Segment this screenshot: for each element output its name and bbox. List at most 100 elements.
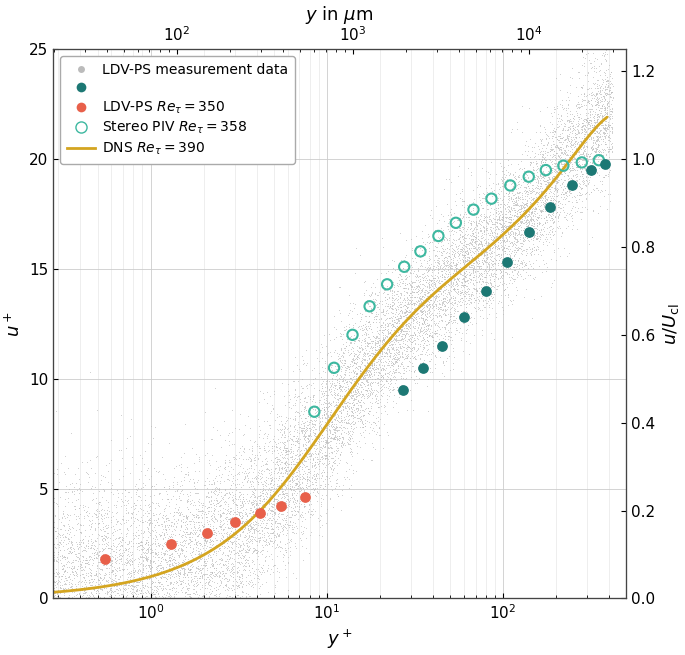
Point — [386, 356, 397, 367]
Point — [543, 192, 553, 202]
Point — [458, 210, 469, 221]
Point — [223, 503, 234, 514]
Point — [310, 483, 321, 493]
Point — [460, 236, 471, 246]
Point — [46, 567, 57, 577]
Point — [575, 184, 586, 195]
Point — [106, 576, 117, 586]
Point — [369, 374, 380, 384]
Point — [586, 57, 597, 67]
Point — [563, 248, 574, 258]
Point — [345, 439, 356, 449]
Point — [99, 534, 110, 545]
Point — [512, 236, 523, 246]
Point — [483, 260, 494, 271]
Point — [507, 216, 518, 227]
Point — [153, 618, 164, 628]
Point — [248, 487, 259, 498]
Point — [201, 512, 212, 523]
Point — [423, 265, 434, 276]
Point — [182, 462, 193, 472]
Point — [421, 265, 432, 276]
Point — [391, 301, 402, 311]
Point — [546, 107, 557, 118]
Point — [62, 603, 73, 614]
Point — [556, 166, 566, 177]
Point — [239, 518, 250, 529]
Point — [500, 206, 511, 216]
Point — [256, 461, 266, 472]
Point — [158, 603, 169, 614]
Point — [401, 326, 412, 336]
Point — [456, 254, 467, 265]
Point — [348, 343, 359, 353]
Point — [512, 224, 523, 234]
Point — [423, 290, 434, 301]
Point — [415, 283, 426, 293]
Point — [482, 239, 493, 250]
Point — [173, 575, 184, 586]
Point — [427, 326, 438, 337]
Point — [324, 328, 335, 339]
Point — [136, 614, 147, 625]
Point — [275, 498, 286, 508]
Point — [556, 102, 567, 113]
Point — [464, 212, 475, 223]
Point — [213, 598, 224, 608]
Point — [456, 280, 467, 290]
Point — [273, 464, 284, 474]
Point — [246, 531, 257, 542]
Point — [388, 331, 399, 342]
Point — [478, 203, 489, 214]
Point — [153, 519, 164, 530]
Point — [487, 251, 498, 261]
Point — [181, 527, 192, 538]
Point — [388, 359, 399, 369]
Point — [519, 223, 530, 234]
Point — [253, 559, 264, 570]
Point — [340, 398, 351, 408]
Point — [458, 223, 469, 234]
Point — [106, 610, 117, 620]
Point — [484, 248, 495, 258]
Point — [377, 320, 388, 330]
Point — [58, 540, 68, 551]
Point — [577, 169, 588, 179]
Point — [545, 145, 556, 156]
Point — [199, 561, 210, 572]
Point — [346, 410, 357, 421]
Point — [378, 337, 389, 348]
Point — [127, 507, 138, 517]
Point — [499, 267, 510, 277]
Point — [63, 556, 74, 567]
Point — [237, 544, 248, 555]
Point — [226, 495, 237, 506]
Point — [181, 513, 192, 523]
Point — [546, 215, 557, 225]
Point — [122, 544, 133, 555]
Point — [459, 253, 470, 263]
Point — [95, 478, 105, 489]
Point — [606, 87, 616, 98]
Point — [515, 163, 526, 174]
Point — [427, 244, 438, 255]
Point — [447, 240, 458, 250]
Point — [350, 348, 361, 359]
Point — [127, 509, 138, 519]
Point — [58, 624, 69, 634]
Point — [220, 596, 231, 607]
Point — [499, 174, 510, 185]
Point — [457, 293, 468, 303]
Point — [279, 464, 290, 475]
Point — [75, 509, 86, 519]
Point — [85, 536, 96, 546]
Point — [462, 269, 473, 279]
Point — [562, 221, 573, 231]
Point — [287, 475, 298, 485]
Point — [382, 301, 393, 311]
Point — [45, 552, 56, 563]
Point — [208, 559, 219, 570]
Point — [435, 265, 446, 276]
Point — [605, 111, 616, 121]
Point — [79, 605, 90, 616]
